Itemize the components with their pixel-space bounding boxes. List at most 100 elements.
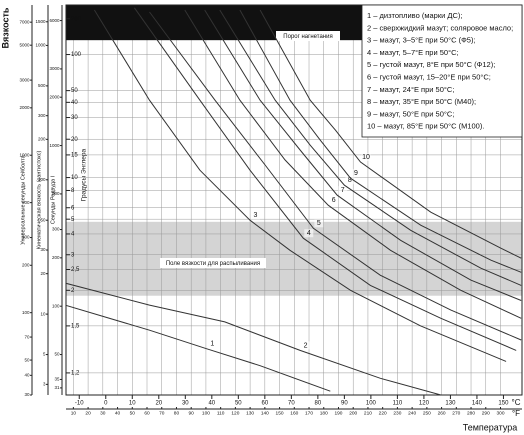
secondary-tick-label: 7000 <box>19 19 30 24</box>
legend-entry: 3 – мазут, 3–5°E при 50°C (Ф5); <box>367 36 476 45</box>
x2-tick-label: 50 <box>130 410 136 416</box>
curve <box>133 7 517 351</box>
y-tick-label: 8 <box>71 188 75 194</box>
x-tick-label: 130 <box>445 401 456 407</box>
secondary-tick-label: 2000 <box>49 94 60 99</box>
y-tick-label: 2 <box>71 288 75 294</box>
curve-label-box <box>250 211 260 220</box>
secondary-tick-label: 3000 <box>49 66 60 71</box>
spray-label: Поле вязкости для распыливания <box>166 261 260 267</box>
secondary-tick-label: 200 <box>22 262 30 267</box>
secondary-tick-label: 20 <box>40 271 46 276</box>
secondary-tick-label: 200 <box>52 255 60 260</box>
y-tick-label: 6 <box>71 205 75 211</box>
x2-tick-label: 140 <box>261 410 269 416</box>
x2-tick-label: 40 <box>115 410 121 416</box>
x2-tick-label: 80 <box>174 410 180 416</box>
secondary-tick-label: 6000 <box>49 18 60 23</box>
secondary-tick-label: 3000 <box>19 77 30 82</box>
curve <box>219 9 522 286</box>
secondary-tick-label: 1000 <box>49 143 60 148</box>
x-tick-label: 50 <box>235 401 242 407</box>
y-tick-label: 100 <box>71 52 82 58</box>
secondary-tick-label: 500 <box>38 83 46 88</box>
secondary-tick-label: 1000 <box>35 43 46 48</box>
secondary-tick-label: 1500 <box>35 19 46 24</box>
x2-tick-label: 220 <box>379 410 387 416</box>
x2-tick-label: 120 <box>231 410 239 416</box>
y-tick-label: 3 <box>71 252 75 258</box>
x2-tick-label: 150 <box>276 410 284 416</box>
spray-band <box>66 221 522 296</box>
x2-tick-label: 260 <box>438 410 446 416</box>
x2-tick-label: 190 <box>334 410 342 416</box>
secondary-tick-label: 5 <box>43 352 46 357</box>
y-tick-label: 40 <box>71 100 78 106</box>
curve-label-box <box>361 152 371 161</box>
secondary-tick-label: 100 <box>22 310 30 315</box>
y-tick-label: 5 <box>71 217 75 223</box>
curve <box>204 9 522 301</box>
y-tick-label: 30 <box>71 115 78 121</box>
curve-label: 1 <box>210 341 214 348</box>
x-tick-label: 100 <box>366 401 377 407</box>
x2-unit: °F <box>512 409 520 418</box>
curve-label: 3 <box>254 212 258 219</box>
secondary-tick-label: 5000 <box>19 42 30 47</box>
x2-tick-label: 10 <box>71 410 77 416</box>
secondary-axis-title: Универсальные секунды Сейболта <box>19 154 26 244</box>
secondary-tick-label: 2000 <box>19 105 30 110</box>
y-tick-label: 200 <box>71 16 82 22</box>
y-tick-label: 4 <box>71 232 75 238</box>
legend-entry: 8 – мазут, 35°E при 50°C (М40); <box>367 97 476 106</box>
x-tick-label: 120 <box>419 401 430 407</box>
secondary-tick-label: 31 <box>54 385 60 390</box>
curve <box>259 9 522 259</box>
x2-tick-label: 230 <box>393 410 401 416</box>
curve-label: 2 <box>304 342 308 349</box>
x2-tick-label: 290 <box>482 410 490 416</box>
secondary-tick-label: 50 <box>24 357 30 362</box>
x2-tick-label: 60 <box>144 410 150 416</box>
secondary-axis-title: Кинематическая вязкость (сантистокс) <box>36 151 42 250</box>
secondary-tick-label: 300 <box>52 227 60 232</box>
secondary-tick-label: 300 <box>22 235 30 240</box>
x2-tick-label: 160 <box>290 410 298 416</box>
x-tick-label: 0 <box>104 401 108 407</box>
x-tick-label: 90 <box>341 401 348 407</box>
y-tick-label: 50 <box>71 88 78 94</box>
y-tick-label: 1,5 <box>71 323 80 329</box>
secondary-tick-label: 3 <box>43 382 46 387</box>
legend-box <box>361 4 523 138</box>
y-tick-label: 10 <box>71 175 78 181</box>
legend-entry: 7 – мазут, 24°E при 50°C; <box>367 85 454 94</box>
secondary-tick-label: 50 <box>40 217 46 222</box>
curve-label-box <box>351 169 361 178</box>
curve <box>184 9 522 319</box>
x2-tick-label: 70 <box>159 410 165 416</box>
curve-label: 10 <box>362 154 370 161</box>
legend: 1 – дизтопливо (марки ДС); 2 – сверхжидки… <box>361 4 523 138</box>
x2-tick-label: 210 <box>364 410 372 416</box>
x-tick-label: -10 <box>75 401 84 407</box>
secondary-tick-label: 1000 <box>19 152 30 157</box>
y-tick-label: 15 <box>71 152 78 158</box>
x-axis-title: Температура <box>463 422 518 432</box>
x-tick-label: 60 <box>261 401 268 407</box>
x2-tick-label: 200 <box>349 410 357 416</box>
curve-label-box <box>314 219 324 228</box>
curve-label-box <box>345 176 355 185</box>
y-tick-label: 20 <box>71 137 78 143</box>
curve-label: 8 <box>348 177 352 184</box>
secondary-tick-label: 50 <box>54 352 60 357</box>
x-tick-label: 10 <box>129 401 136 407</box>
x2-tick-label: 250 <box>423 410 431 416</box>
x-unit: °C <box>512 398 521 407</box>
curve-label: 4 <box>307 230 311 237</box>
secondary-tick-label: 500 <box>52 191 60 196</box>
curve <box>66 282 442 395</box>
y-tick-label: 2,5 <box>71 267 80 273</box>
curve-label: 5 <box>317 220 321 227</box>
curve-label-box <box>301 341 311 350</box>
